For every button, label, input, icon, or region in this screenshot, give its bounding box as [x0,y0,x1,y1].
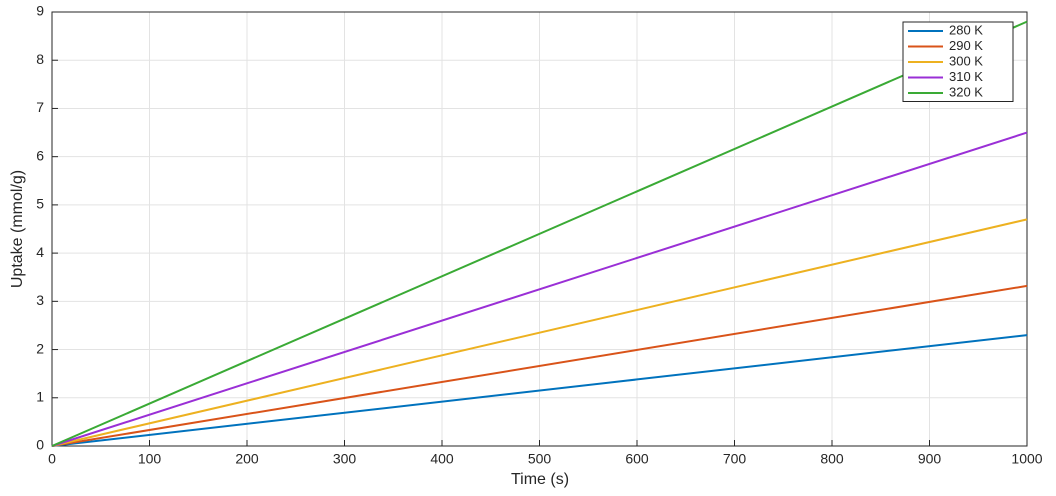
legend-label: 320 K [949,84,983,99]
x-tick-label: 500 [528,451,552,467]
y-tick-label: 5 [36,196,44,212]
data-line [51,131,1028,447]
y-axis-label: Uptake (mmol/g) [9,170,26,288]
y-tick-label: 0 [36,437,44,453]
legend-label: 310 K [949,69,983,84]
x-tick-label: 1000 [1011,451,1042,467]
y-tick-label: 8 [36,51,44,67]
x-tick-label: 200 [235,451,259,467]
x-tick-label: 100 [138,451,162,467]
y-tick-label: 4 [36,244,44,260]
x-tick-label: 900 [918,451,942,467]
y-tick-label: 6 [36,147,44,163]
data-line [51,20,1028,447]
legend-label: 300 K [949,53,983,68]
y-tick-label: 9 [36,3,44,19]
x-tick-label: 400 [430,451,454,467]
data-line [51,284,1028,447]
data-line [51,218,1028,447]
x-axis-label: Time (s) [511,471,569,488]
x-tick-label: 0 [48,451,56,467]
y-tick-label: 2 [36,340,44,356]
plot-frame [51,11,1028,447]
data-line [51,334,1028,447]
y-tick-label: 7 [36,99,44,115]
x-tick-label: 600 [625,451,649,467]
x-tick-label: 800 [820,451,844,467]
x-tick-label: 700 [723,451,747,467]
y-tick-label: 1 [36,388,44,404]
legend-label: 290 K [949,38,983,53]
x-tick-label: 300 [333,451,357,467]
y-tick-label: 3 [36,292,44,308]
legend-label: 280 K [949,22,983,37]
